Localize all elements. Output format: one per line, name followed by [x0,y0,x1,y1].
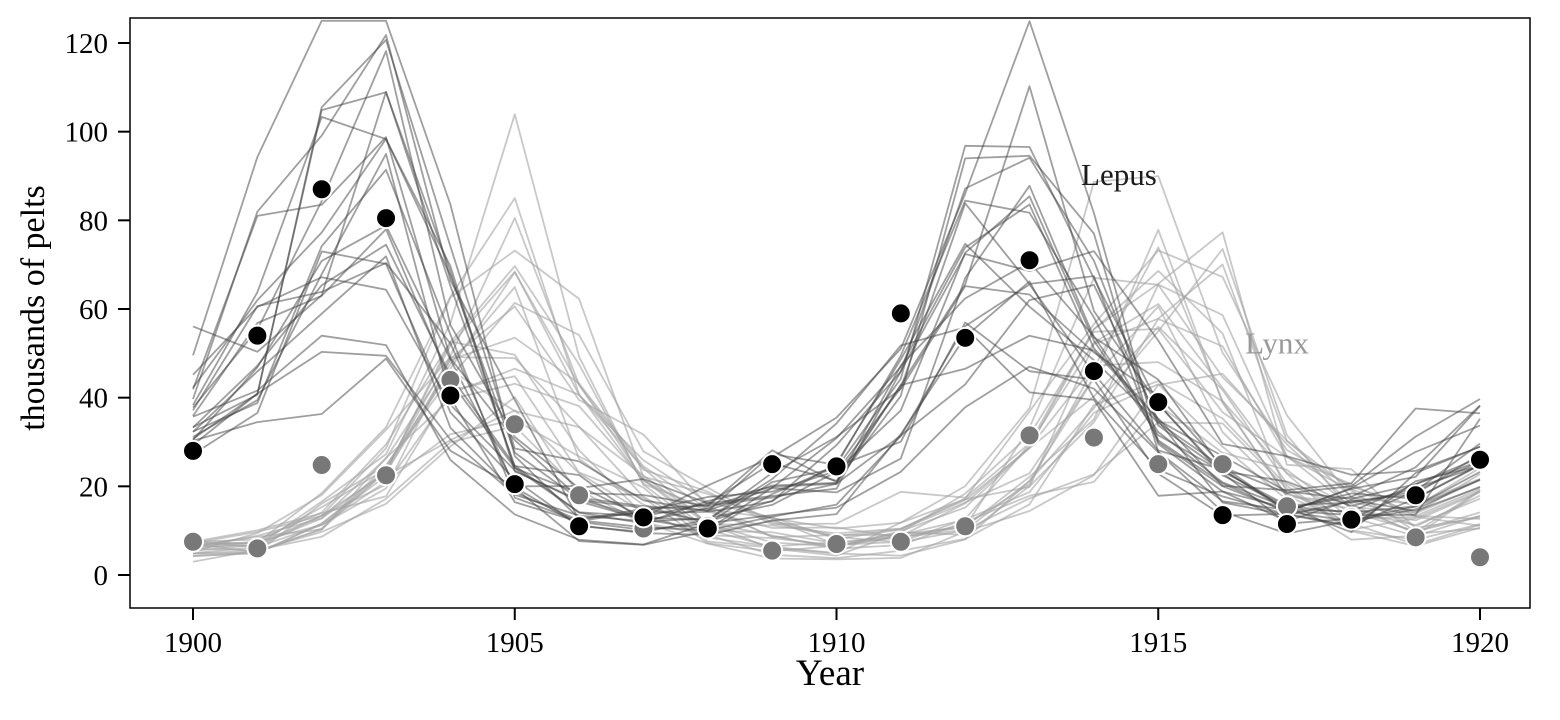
lepus-series-label: Lepus [1081,157,1157,192]
y-axis-tick-label: 60 [79,294,108,326]
lepus-observed-point [1211,504,1234,527]
lynx-simulation-line [192,340,1481,560]
lepus-observed-point [310,178,333,201]
lynx-observed-point [246,537,269,560]
plot-border [129,17,1531,609]
lepus-observed-point [182,439,204,462]
lepus-observed-point [954,326,977,349]
x-axis-tick-label: 1920 [1451,627,1509,659]
lepus-observed-point [696,517,719,540]
lepus-observed-point [889,302,912,325]
y-axis-title: thousands of pelts [15,185,52,431]
x-axis-tick-label: 1910 [808,627,866,659]
lepus-simulation-line [192,280,1481,536]
lepus-observed-point [1340,508,1363,531]
lepus-observed-point [825,455,848,478]
lynx-observed-point [503,413,526,436]
y-axis-tick-label: 20 [79,471,108,503]
lynx-observed-point [1404,526,1427,549]
lepus-observed-point [1404,484,1427,507]
lynx-simulation-line [192,175,1481,543]
lepus-observed-point [761,453,784,476]
lepus-observed-point [439,384,462,407]
lepus-simulation-line [192,136,1481,513]
x-axis-tick-label: 1915 [1129,627,1187,659]
lynx-observed-point [761,539,784,562]
y-axis-tick-label: 120 [65,28,109,60]
lepus-observed-point [1275,513,1298,536]
lepus-observed-point [246,324,269,347]
lepus-simulation-line [192,152,1481,535]
lynx-observed-point [1469,546,1491,569]
y-axis-tick-label: 80 [79,205,108,237]
lepus-observed-point [1082,360,1105,383]
lepus-simulation-line [192,203,1481,531]
lynx-series-label: Lynx [1245,325,1309,360]
x-axis-tick-label: 1900 [164,627,222,659]
lynx-simulation-line [192,231,1481,548]
x-axis-tick-label: 1905 [486,627,544,659]
lepus-observed-point [503,473,526,496]
lynx-observed-point [375,464,398,487]
lepus-observed-point [1147,391,1170,414]
y-axis-tick-label: 0 [94,560,109,592]
lynx-observed-point [182,530,204,553]
y-axis-tick-label: 40 [79,383,108,415]
lynx-observed-point [1082,426,1105,449]
lepus-observed-point [1018,249,1041,272]
lepus-observed-point [632,506,655,529]
lynx-observed-point [825,532,848,555]
lynx-observed-point [1211,453,1234,476]
lepus-simulation-line [192,19,1481,520]
lepus-simulation-line [192,243,1481,518]
lepus-observed-point [1469,448,1491,471]
lynx-observed-point [954,515,977,538]
lepus-observed-point [375,207,398,230]
lepus-simulation-line [192,261,1481,534]
lynx-observed-point [1018,424,1041,447]
lynx-observed-point [310,454,333,477]
lepus-simulation-line [192,50,1481,505]
x-axis-title: Year [795,653,865,694]
y-axis-tick-label: 100 [65,117,109,149]
lynx-observed-point [889,530,912,553]
lynx-observed-point [1147,453,1170,476]
lynx-observed-point [568,484,591,507]
lepus-observed-point [568,515,591,538]
